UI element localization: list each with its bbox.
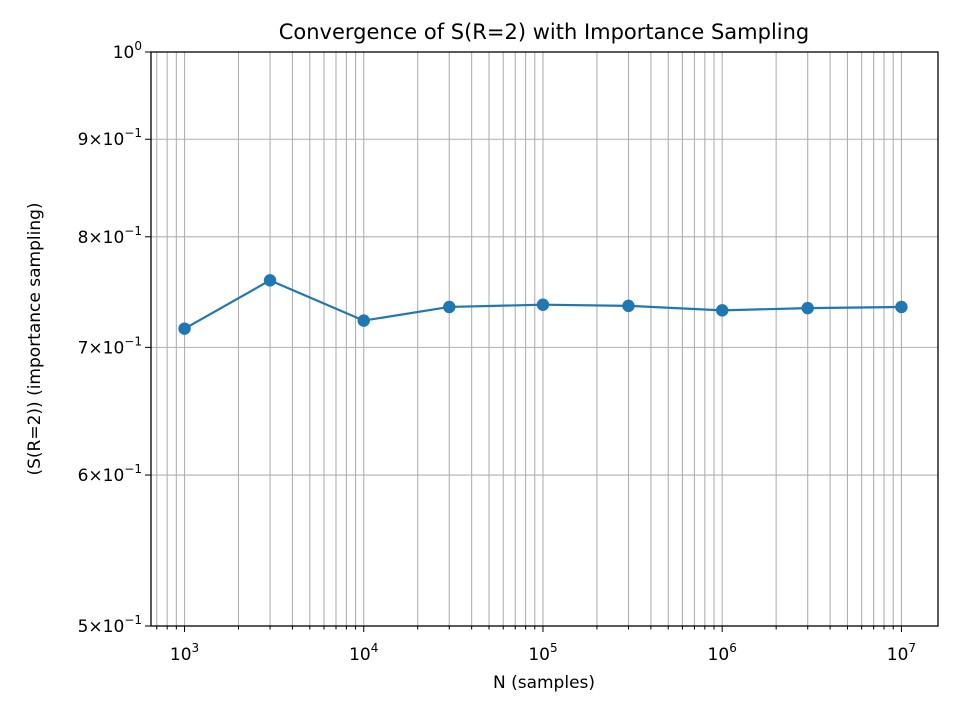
y-tick-label: 100 <box>113 39 142 63</box>
data-point <box>443 300 456 314</box>
x-tick-label: 106 <box>708 641 737 665</box>
y-tick-label-base: 10 <box>103 338 125 358</box>
y-tick-label-times: × <box>88 338 102 358</box>
y-tick-label-times: × <box>88 617 102 637</box>
y-tick-label-base: 10 <box>113 43 135 63</box>
y-tick-label-mantissa: 9 <box>78 130 89 150</box>
x-tick-label-base: 10 <box>528 645 550 665</box>
y-tick-label-mantissa: 8 <box>78 228 89 248</box>
data-point <box>715 304 729 317</box>
y-tick-label: 9×10−1 <box>78 126 142 150</box>
y-tick-label-mantissa: 6 <box>78 466 89 486</box>
ticks: 103 104 105 106 1071009×10−18×10−17×10−16×10… <box>78 39 916 665</box>
x-tick-label: 104 <box>349 641 378 665</box>
chart-title: Convergence of S(R=2) with Importance Sa… <box>279 20 810 44</box>
y-tick-label-mantissa: 7 <box>78 338 89 358</box>
y-tick-label-exponent: −1 <box>124 334 142 348</box>
x-tick-label-base: 10 <box>887 645 909 665</box>
data-point <box>622 299 635 313</box>
x-tick-label: 103 <box>170 641 199 665</box>
y-tick-label-times: × <box>88 228 102 248</box>
y-tick-label-exponent: 0 <box>134 39 142 53</box>
y-axis-label: (S(R=2)) (importance sampling) <box>25 202 45 475</box>
data-point <box>536 298 550 311</box>
y-tick-label: 7×10−1 <box>78 334 142 358</box>
grid <box>151 51 938 627</box>
x-tick-label-base: 10 <box>708 645 730 665</box>
y-tick-label-exponent: −1 <box>124 126 142 140</box>
data-point <box>263 274 277 287</box>
y-tick-label-base: 10 <box>103 466 125 486</box>
data-point <box>357 314 370 327</box>
y-tick-label-exponent: −1 <box>124 224 142 238</box>
y-tick-label-exponent: −1 <box>124 462 142 476</box>
y-tick-label-times: × <box>88 466 102 486</box>
x-tick-label-base: 10 <box>349 645 371 665</box>
y-tick-label: 8×10−1 <box>78 224 142 248</box>
x-tick-label: 105 <box>528 641 557 665</box>
data-point <box>178 322 191 335</box>
y-tick-label-exponent: −1 <box>124 613 142 627</box>
y-tick-label-base: 10 <box>103 130 125 150</box>
x-tick-label-base: 10 <box>170 645 192 665</box>
x-tick-label: 107 <box>887 641 916 665</box>
data-point <box>895 300 908 314</box>
y-tick-label: 6×10−1 <box>78 462 142 486</box>
y-tick-label-times: × <box>88 130 102 150</box>
x-tick-label-exponent: 3 <box>192 641 200 655</box>
x-tick-label-exponent: 7 <box>908 641 916 655</box>
series-layer <box>178 274 908 335</box>
x-axis-label: N (samples) <box>493 673 595 693</box>
x-tick-label-exponent: 6 <box>729 641 737 655</box>
axes-frame <box>150 51 939 627</box>
y-tick-label-base: 10 <box>103 617 125 637</box>
x-tick-label-exponent: 4 <box>371 641 379 655</box>
x-tick-label-exponent: 5 <box>550 641 558 655</box>
data-point <box>801 301 814 315</box>
y-tick-label: 5×10−1 <box>78 613 142 637</box>
y-tick-label-base: 10 <box>103 228 125 248</box>
y-tick-label-mantissa: 5 <box>78 617 89 637</box>
